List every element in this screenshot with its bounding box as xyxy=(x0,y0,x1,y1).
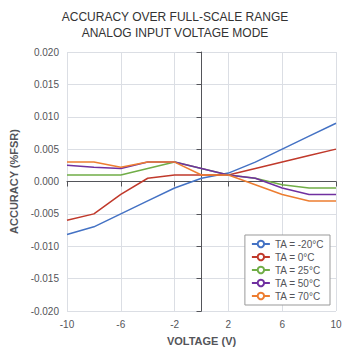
svg-text:-10: -10 xyxy=(60,319,75,330)
svg-text:0.020: 0.020 xyxy=(34,47,59,58)
svg-text:10: 10 xyxy=(330,319,342,330)
svg-text:0.000: 0.000 xyxy=(34,176,59,187)
svg-text:TA = 25°C: TA = 25°C xyxy=(275,265,320,276)
svg-text:-0.015: -0.015 xyxy=(31,273,60,284)
svg-text:TA = 0°C: TA = 0°C xyxy=(275,252,315,263)
svg-text:ACCURACY (%FSR): ACCURACY (%FSR) xyxy=(8,129,20,234)
svg-text:TA = 70°C: TA = 70°C xyxy=(275,291,320,302)
svg-text:-0.020: -0.020 xyxy=(31,306,60,317)
svg-text:TA = -20°C: TA = -20°C xyxy=(275,239,324,250)
svg-text:-2: -2 xyxy=(170,319,179,330)
svg-text:0.010: 0.010 xyxy=(34,111,59,122)
svg-text:0.005: 0.005 xyxy=(34,144,59,155)
svg-text:0.015: 0.015 xyxy=(34,79,59,90)
svg-text:-6: -6 xyxy=(116,319,125,330)
svg-text:ACCURACY OVER FULL-SCALE RANGE: ACCURACY OVER FULL-SCALE RANGE xyxy=(62,10,289,24)
svg-text:-0.010: -0.010 xyxy=(31,241,60,252)
svg-text:VOLTAGE (V): VOLTAGE (V) xyxy=(167,335,237,347)
svg-text:TA = 50°C: TA = 50°C xyxy=(275,278,320,289)
svg-text:6: 6 xyxy=(279,319,285,330)
svg-text:-0.005: -0.005 xyxy=(31,208,60,219)
svg-text:2: 2 xyxy=(226,319,232,330)
svg-text:ANALOG INPUT VOLTAGE MODE: ANALOG INPUT VOLTAGE MODE xyxy=(82,26,269,40)
